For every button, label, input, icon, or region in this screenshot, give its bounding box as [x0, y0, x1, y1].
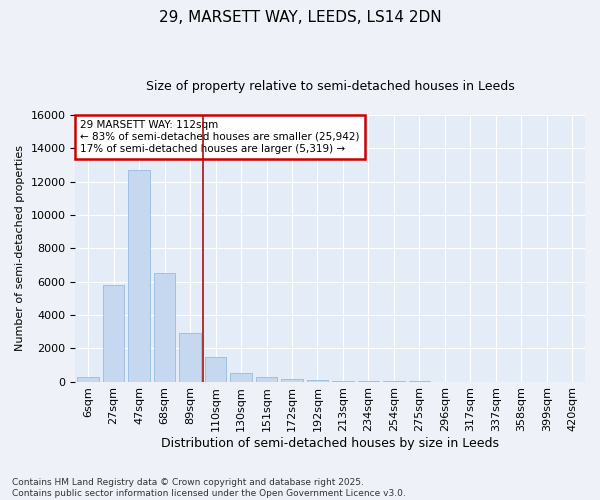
Bar	[281, 379, 303, 382]
Bar	[103, 285, 124, 382]
Bar	[256, 378, 277, 382]
X-axis label: Distribution of semi-detached houses by size in Leeds: Distribution of semi-detached houses by …	[161, 437, 499, 450]
Bar	[128, 170, 150, 382]
Text: Contains HM Land Registry data © Crown copyright and database right 2025.
Contai: Contains HM Land Registry data © Crown c…	[12, 478, 406, 498]
Text: 29, MARSETT WAY, LEEDS, LS14 2DN: 29, MARSETT WAY, LEEDS, LS14 2DN	[158, 10, 442, 25]
Bar	[307, 380, 328, 382]
Bar	[332, 381, 354, 382]
Text: 29 MARSETT WAY: 112sqm
← 83% of semi-detached houses are smaller (25,942)
17% of: 29 MARSETT WAY: 112sqm ← 83% of semi-det…	[80, 120, 360, 154]
Bar	[179, 334, 201, 382]
Bar	[154, 274, 175, 382]
Bar	[77, 376, 99, 382]
Y-axis label: Number of semi-detached properties: Number of semi-detached properties	[15, 146, 25, 352]
Bar	[205, 356, 226, 382]
Bar	[230, 374, 252, 382]
Title: Size of property relative to semi-detached houses in Leeds: Size of property relative to semi-detach…	[146, 80, 515, 93]
